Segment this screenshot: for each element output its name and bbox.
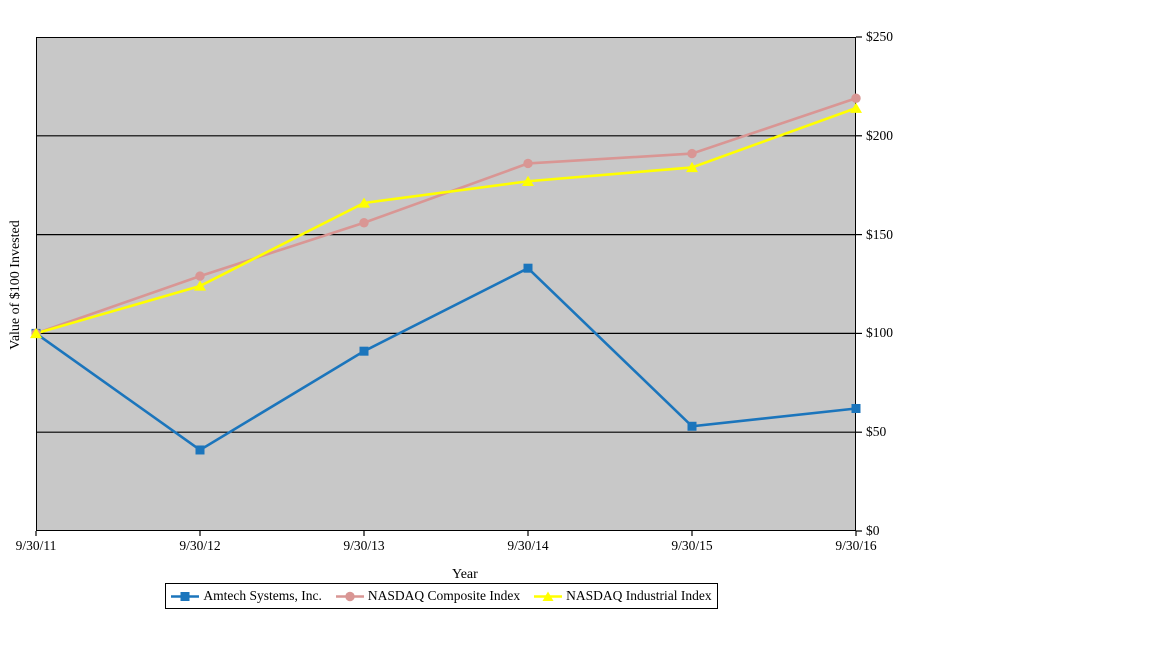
legend-item: Amtech Systems, Inc. bbox=[171, 588, 322, 604]
legend-marker-square-icon bbox=[171, 591, 200, 601]
data-point-marker bbox=[195, 445, 205, 455]
data-point-marker bbox=[194, 280, 206, 291]
series-line bbox=[35, 266, 857, 452]
data-point-marker bbox=[851, 403, 861, 413]
data-point-marker bbox=[687, 148, 697, 159]
data-point-marker bbox=[523, 263, 533, 273]
legend-label: Amtech Systems, Inc. bbox=[203, 588, 322, 603]
y-axis-tick-label: $250 bbox=[866, 29, 893, 44]
x-axis-title: Year bbox=[452, 567, 478, 582]
plot-area bbox=[36, 37, 856, 531]
series-line bbox=[35, 106, 857, 335]
x-axis-tick-label: 9/30/12 bbox=[179, 538, 221, 553]
x-axis-tick-label: 9/30/15 bbox=[671, 538, 713, 553]
data-point-marker bbox=[850, 102, 862, 113]
y-axis-tick-label: $0 bbox=[866, 523, 880, 538]
y-axis-tick-label: $150 bbox=[866, 226, 893, 242]
data-point-marker bbox=[359, 346, 369, 356]
data-point-marker bbox=[851, 93, 861, 103]
legend-label: NASDAQ Industrial Index bbox=[566, 588, 712, 603]
data-point-marker bbox=[358, 197, 370, 208]
y-axis-tick-label: $200 bbox=[866, 127, 893, 143]
legend-label: NASDAQ Composite Index bbox=[367, 588, 521, 603]
data-point-marker bbox=[195, 271, 205, 281]
data-point-marker bbox=[30, 327, 42, 339]
legend-item: NASDAQ Industrial Index bbox=[534, 588, 712, 604]
data-point-marker bbox=[687, 421, 697, 431]
x-axis-tick-label: 9/30/16 bbox=[835, 538, 877, 553]
x-axis-tick-label: 9/30/14 bbox=[507, 538, 549, 553]
legend-marker-triangle-icon bbox=[534, 591, 563, 601]
legend-marker-circle-icon bbox=[335, 591, 364, 601]
y-axis-tick-label: $50 bbox=[866, 424, 887, 440]
x-axis-tick-label: 9/30/13 bbox=[343, 538, 385, 553]
data-point-marker bbox=[522, 175, 534, 186]
data-point-marker bbox=[686, 161, 698, 173]
legend-item: NASDAQ Composite Index bbox=[335, 588, 521, 604]
x-axis-tick-label: 9/30/11 bbox=[15, 538, 57, 553]
legend: Amtech Systems, Inc. NASDAQ Composite Ind… bbox=[165, 583, 718, 609]
data-point-marker bbox=[523, 158, 533, 169]
y-axis-tick-label: $100 bbox=[866, 325, 893, 341]
data-point-marker bbox=[359, 218, 369, 228]
